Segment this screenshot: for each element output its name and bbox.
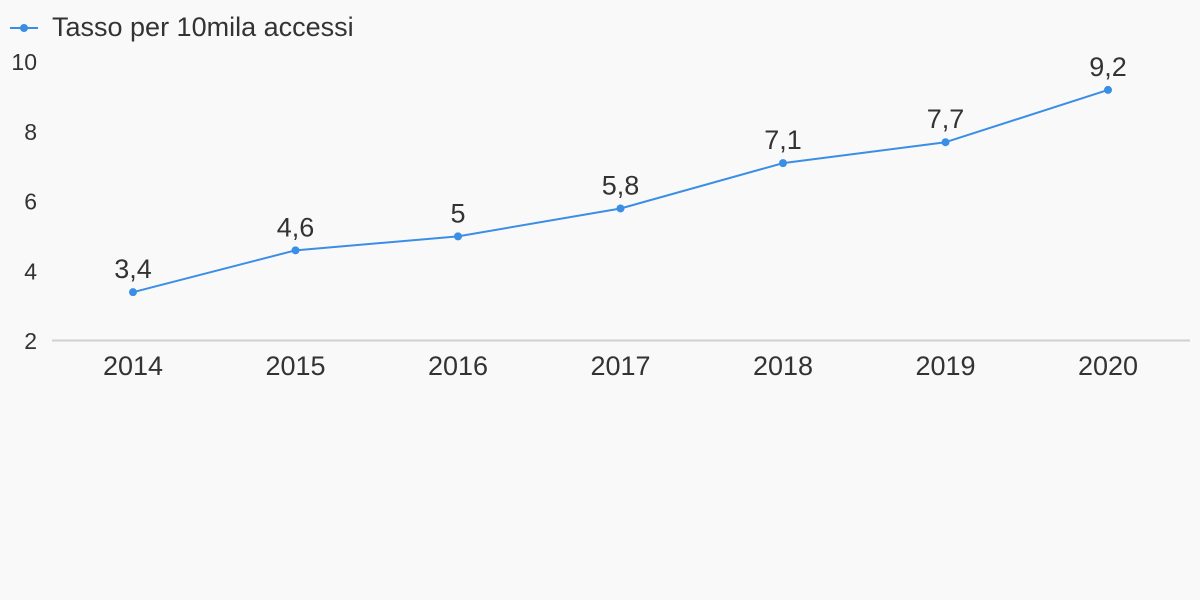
data-point[interactable] xyxy=(941,138,950,147)
legend-dot-marker xyxy=(20,24,28,32)
x-axis: 2014 2015 2016 2017 2018 2019 2020 xyxy=(103,351,1138,381)
data-label: 3,4 xyxy=(114,254,152,284)
y-tick-label: 4 xyxy=(24,258,37,284)
data-point[interactable] xyxy=(291,246,300,255)
x-tick-label: 2020 xyxy=(1078,351,1138,381)
data-point[interactable] xyxy=(1104,85,1112,94)
y-axis: 2 4 6 8 10 xyxy=(11,49,37,354)
data-label: 9,2 xyxy=(1089,52,1127,82)
series-group xyxy=(129,85,1112,297)
data-label: 7,1 xyxy=(764,125,802,155)
legend: Tasso per 10mila accessi xyxy=(10,12,354,42)
y-tick-label: 6 xyxy=(24,189,37,215)
y-tick-label: 10 xyxy=(11,49,37,75)
data-point[interactable] xyxy=(129,288,137,297)
data-label: 4,6 xyxy=(277,212,315,242)
data-point[interactable] xyxy=(616,204,625,213)
x-tick-label: 2018 xyxy=(753,351,813,381)
legend-label: Tasso per 10mila accessi xyxy=(52,12,354,42)
x-tick-label: 2019 xyxy=(915,351,975,381)
data-point[interactable] xyxy=(779,159,787,168)
y-tick-label: 2 xyxy=(24,328,37,354)
y-tick-label: 8 xyxy=(24,119,37,145)
x-tick-label: 2014 xyxy=(103,351,163,381)
x-tick-label: 2016 xyxy=(428,351,488,381)
data-label: 5 xyxy=(450,198,465,228)
x-tick-label: 2015 xyxy=(265,351,325,381)
data-point[interactable] xyxy=(454,232,462,241)
data-labels: 3,4 4,6 5 5,8 7,1 7,7 9,2 xyxy=(114,52,1127,284)
x-tick-label: 2017 xyxy=(590,351,650,381)
data-label: 7,7 xyxy=(927,104,965,134)
data-label: 5,8 xyxy=(602,170,640,200)
